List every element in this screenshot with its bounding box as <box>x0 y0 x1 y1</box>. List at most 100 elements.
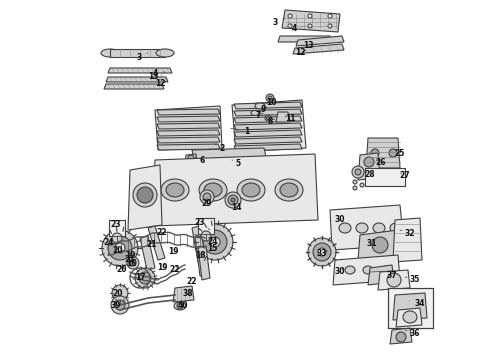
Text: 27: 27 <box>400 171 410 180</box>
Text: 21: 21 <box>147 239 157 248</box>
Text: 23: 23 <box>111 220 128 232</box>
Text: 5: 5 <box>232 158 241 167</box>
Circle shape <box>228 195 238 205</box>
Text: 12: 12 <box>295 48 305 57</box>
Polygon shape <box>157 123 220 129</box>
Text: 19: 19 <box>157 264 167 273</box>
Ellipse shape <box>373 223 385 233</box>
Ellipse shape <box>242 183 260 197</box>
Polygon shape <box>396 308 422 327</box>
Circle shape <box>352 166 364 178</box>
Bar <box>110 49 165 57</box>
Bar <box>365 168 405 186</box>
Polygon shape <box>358 153 380 180</box>
Polygon shape <box>234 116 302 123</box>
Circle shape <box>200 190 214 204</box>
Circle shape <box>308 24 312 28</box>
Polygon shape <box>128 165 162 230</box>
Circle shape <box>396 332 406 342</box>
Polygon shape <box>393 218 422 262</box>
Bar <box>109 220 125 236</box>
Circle shape <box>372 237 388 253</box>
Text: 22: 22 <box>187 276 197 285</box>
Ellipse shape <box>156 49 174 57</box>
Circle shape <box>288 24 292 28</box>
Text: 33: 33 <box>317 248 327 257</box>
Ellipse shape <box>204 183 222 197</box>
Circle shape <box>308 238 336 266</box>
Polygon shape <box>198 246 210 280</box>
Polygon shape <box>282 10 340 32</box>
Circle shape <box>112 285 128 301</box>
Circle shape <box>127 257 139 269</box>
Polygon shape <box>148 226 165 260</box>
Text: 29: 29 <box>202 198 212 207</box>
Polygon shape <box>234 130 302 137</box>
Circle shape <box>133 183 157 207</box>
Circle shape <box>328 14 332 18</box>
Circle shape <box>308 14 312 18</box>
Text: 40: 40 <box>178 301 188 310</box>
Polygon shape <box>358 230 400 260</box>
Text: 13: 13 <box>303 41 313 50</box>
Circle shape <box>267 117 270 120</box>
Circle shape <box>111 296 129 314</box>
Circle shape <box>389 149 397 157</box>
Ellipse shape <box>339 223 351 233</box>
Text: 21: 21 <box>125 255 135 264</box>
Ellipse shape <box>356 223 368 233</box>
Text: 11: 11 <box>285 113 295 122</box>
Circle shape <box>371 149 379 157</box>
Text: 23: 23 <box>195 217 210 230</box>
Text: 19: 19 <box>125 251 135 260</box>
Text: 35: 35 <box>405 274 420 284</box>
Circle shape <box>115 300 125 310</box>
Circle shape <box>364 157 374 167</box>
Circle shape <box>135 268 155 288</box>
Circle shape <box>318 248 326 256</box>
Circle shape <box>229 158 235 162</box>
Text: 22: 22 <box>157 228 167 237</box>
Ellipse shape <box>280 183 298 197</box>
Circle shape <box>102 230 138 266</box>
Polygon shape <box>234 144 302 151</box>
Polygon shape <box>155 106 222 150</box>
Text: 12: 12 <box>155 78 165 87</box>
Text: 14: 14 <box>231 202 241 212</box>
Text: 22: 22 <box>170 266 180 274</box>
Polygon shape <box>330 205 404 250</box>
Polygon shape <box>333 255 400 285</box>
Text: 19: 19 <box>168 247 178 256</box>
Polygon shape <box>366 138 400 168</box>
Circle shape <box>353 186 357 190</box>
Circle shape <box>360 183 364 187</box>
Text: 20: 20 <box>113 246 123 255</box>
Text: 6: 6 <box>195 156 205 165</box>
Text: 36: 36 <box>405 328 420 338</box>
Circle shape <box>268 96 272 100</box>
Text: 1: 1 <box>231 126 249 135</box>
Text: 30: 30 <box>335 266 345 275</box>
Circle shape <box>130 260 136 266</box>
Circle shape <box>387 273 401 287</box>
Polygon shape <box>234 109 302 116</box>
Text: 39: 39 <box>111 301 121 310</box>
Circle shape <box>225 192 241 208</box>
Ellipse shape <box>381 266 391 274</box>
Polygon shape <box>234 102 302 109</box>
Text: 3: 3 <box>136 53 148 62</box>
Text: 3: 3 <box>272 18 285 27</box>
Text: 30: 30 <box>335 215 345 224</box>
Text: 15: 15 <box>207 243 217 252</box>
Polygon shape <box>104 84 164 89</box>
Circle shape <box>115 243 125 253</box>
Polygon shape <box>157 116 220 122</box>
Text: 25: 25 <box>392 149 405 158</box>
Circle shape <box>112 233 122 243</box>
Text: 17: 17 <box>135 274 146 283</box>
Text: 2: 2 <box>215 144 224 153</box>
Text: 38: 38 <box>183 289 194 298</box>
Text: 16: 16 <box>126 260 136 269</box>
Polygon shape <box>185 154 197 163</box>
Ellipse shape <box>275 179 303 201</box>
